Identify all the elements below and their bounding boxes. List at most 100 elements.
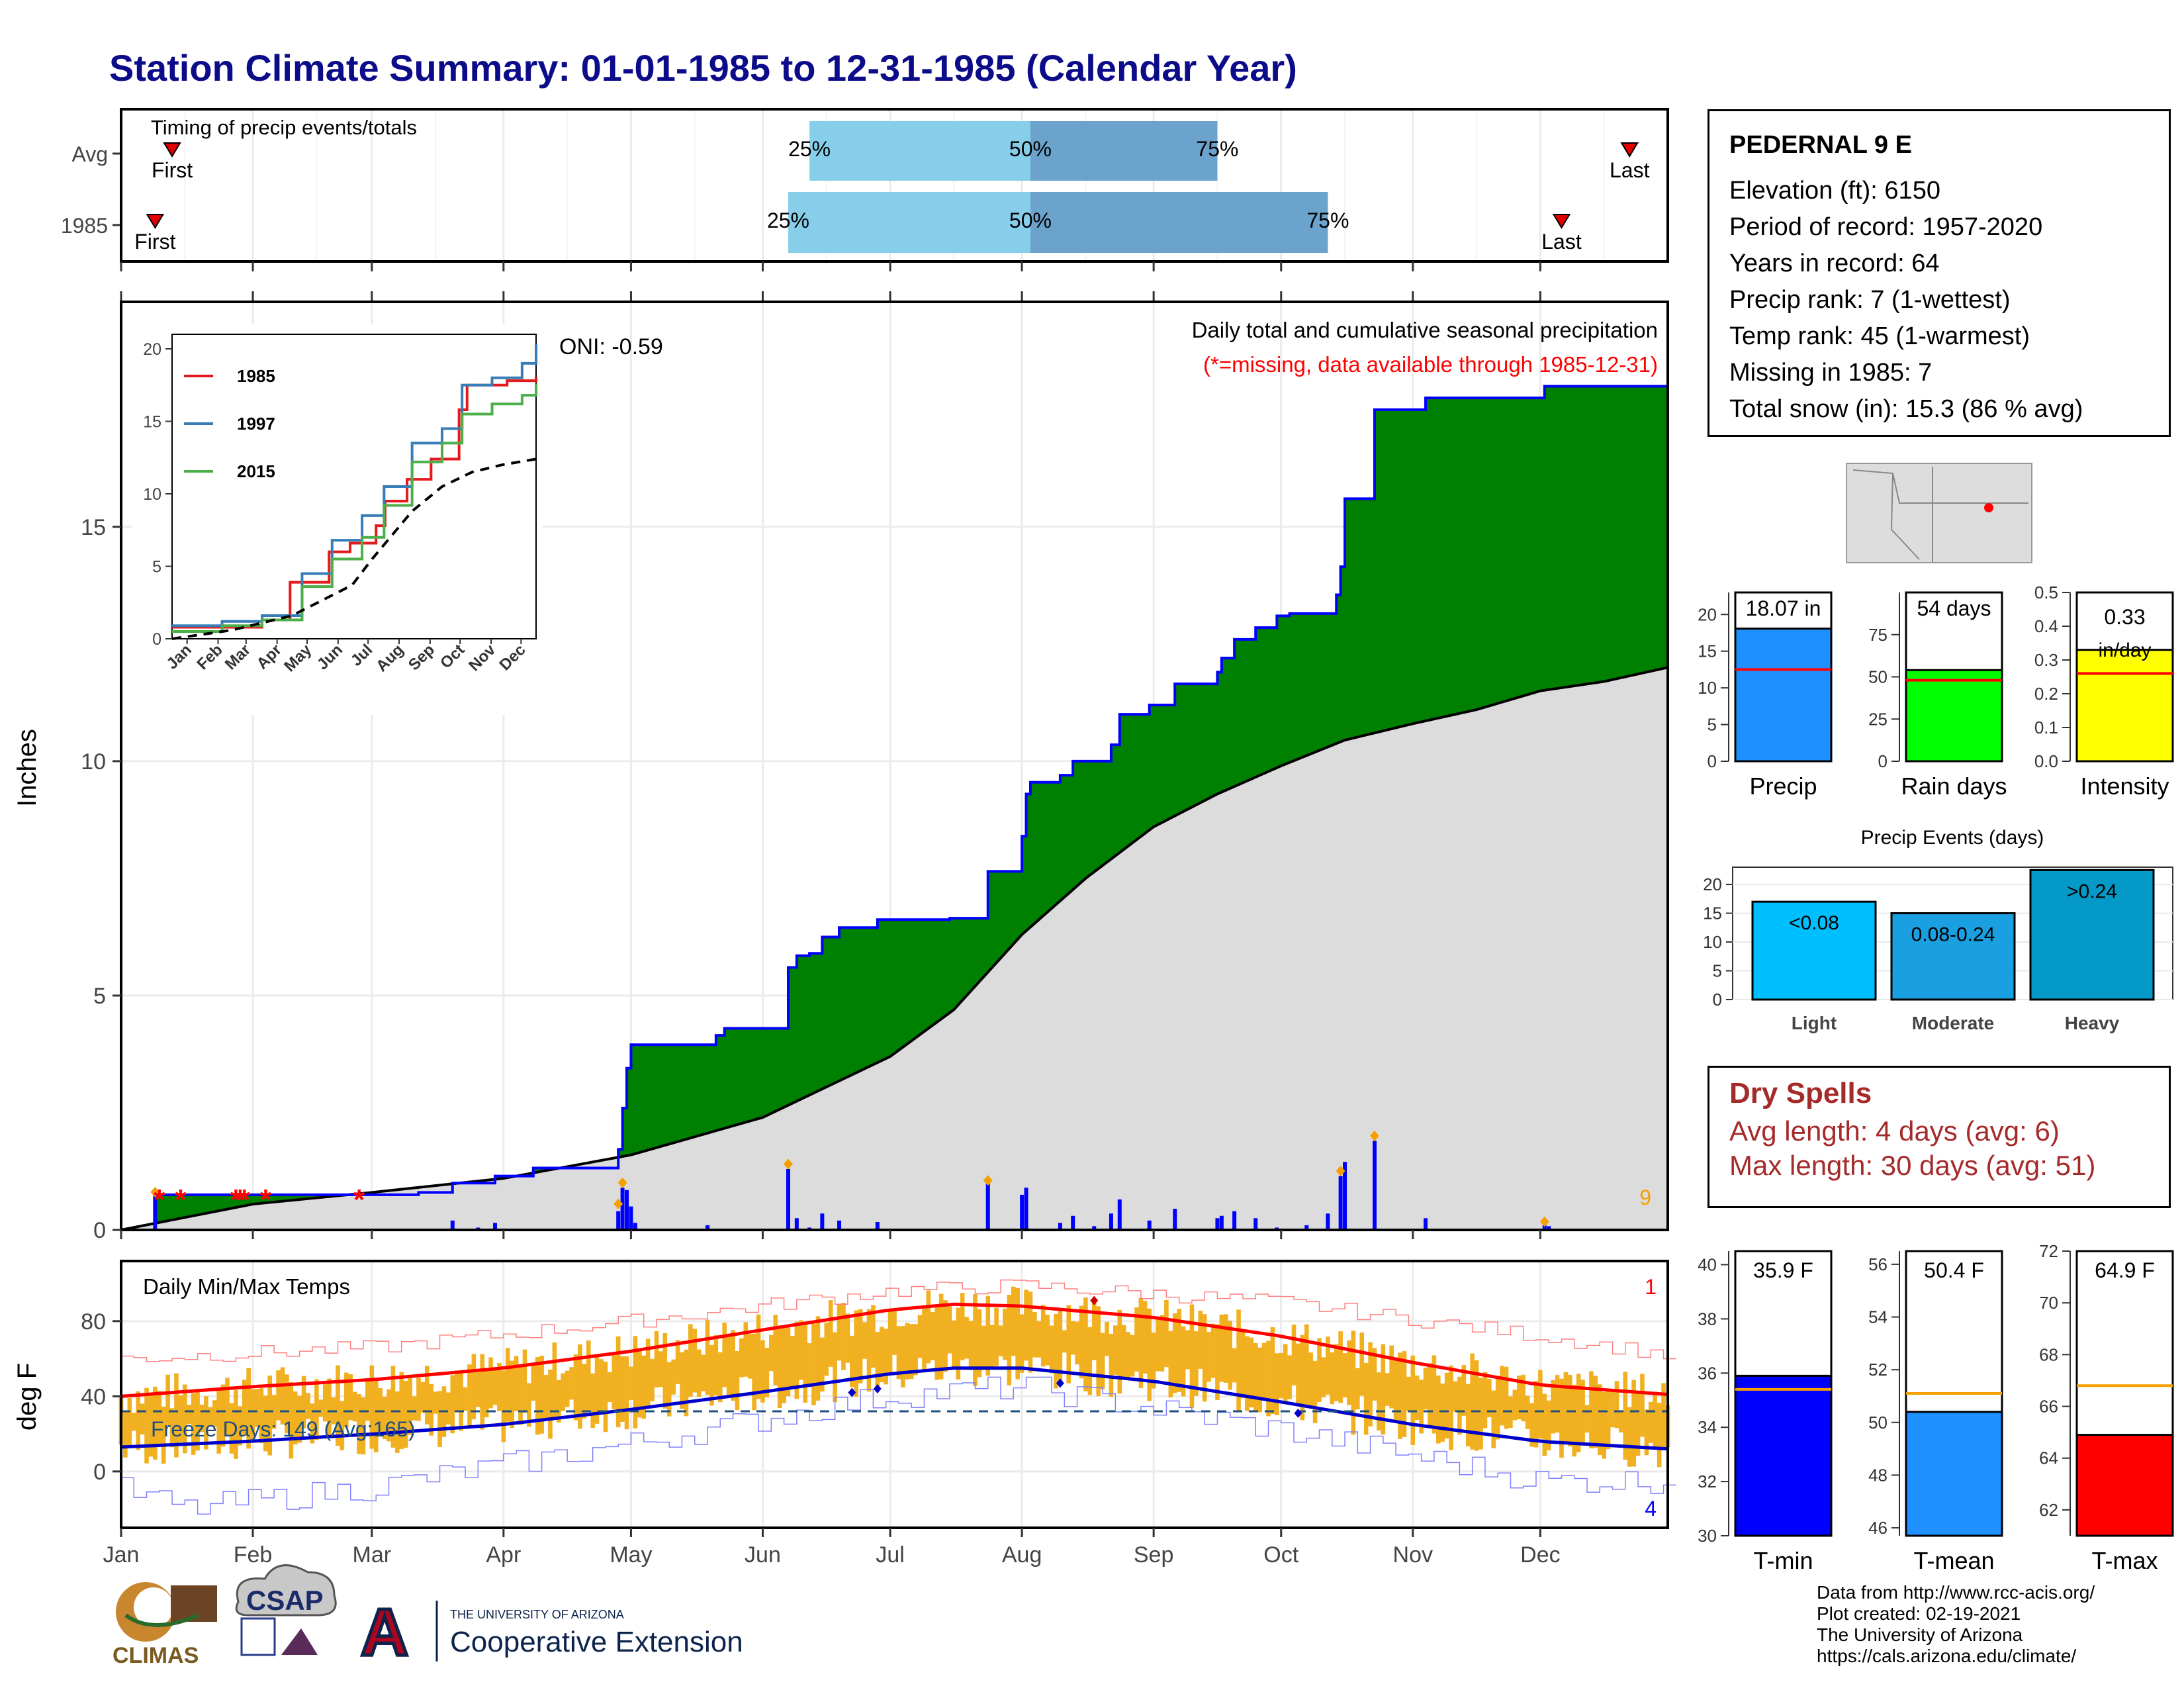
daily-temp-bar [1142,1301,1148,1374]
daily-temp-bar [845,1313,850,1363]
daily-precip-bar [616,1211,621,1230]
daily-temp-bar [1007,1294,1012,1385]
daily-temp-bar [1377,1372,1381,1431]
daily-temp-bar [1049,1325,1054,1374]
daily-temp-bar [165,1374,170,1426]
inset-ytick-label: 20 [143,340,161,359]
snow-marker [1539,1216,1549,1227]
daily-temp-bar [484,1370,489,1418]
tmean-ytick-label: 50 [1868,1413,1888,1432]
daily-temp-bar [1257,1347,1262,1413]
daily-temp-bar [1300,1335,1305,1421]
daily-temp-bar [1576,1374,1581,1452]
month-label: May [610,1542,652,1568]
daily-temp-bar [148,1394,154,1457]
daily-temp-bar [1045,1315,1050,1366]
daily-temp-bar [1210,1323,1216,1378]
daily-temp-bar [322,1384,328,1422]
tmax-ytick-label: 70 [2039,1293,2058,1313]
daily-temp-bar [348,1374,353,1421]
daily-precip-bar [794,1218,799,1230]
precip-events-bar [1890,912,2016,1001]
temp-ytick-label: 0 [93,1460,106,1485]
daily-temp-bar [208,1407,213,1426]
snow-marker [983,1175,993,1186]
daily-temp-bar [1245,1336,1250,1411]
timing-last-marker [1552,214,1571,229]
credit-line-data: Data from http://www.rcc-acis.org/ [1817,1582,2095,1603]
avg-max-line [120,1302,1668,1398]
daily-temp-bar [191,1393,196,1455]
daily-temp-bar [250,1389,255,1442]
daily-temp-bar [582,1364,587,1419]
daily-temp-bar [938,1293,944,1380]
daily-temp-bar [1661,1383,1666,1449]
daily-temp-bar [1079,1305,1084,1379]
precip-events-bin-label: >0.24 [2067,880,2117,902]
daily-temp-bar [815,1316,821,1401]
timing-q75-label: 75% [1196,137,1238,161]
daily-temp-bar [1398,1352,1402,1439]
daily-temp-bar [1461,1365,1467,1416]
intensity-ytick-label: 0.2 [2034,684,2058,704]
daily-temp-bar [1117,1309,1122,1394]
daily-temp-bar [352,1391,357,1422]
daily-precip-bar [1219,1215,1224,1230]
daily-temp-bar [480,1354,485,1430]
daily-temp-bar [1321,1357,1326,1397]
missing-day-star: * [154,1184,165,1216]
timing-first-label: First [134,230,175,254]
daily-temp-bar [395,1391,400,1453]
daily-temp-bar [934,1307,940,1380]
daily-temp-bar [909,1324,914,1380]
precip-events-title: Precip Events (days) [1861,827,2044,849]
station-info-box: PEDERNAL 9 E Elevation (ft): 6150 Period… [1707,109,2171,437]
cumulative-1985-line [121,383,1669,1231]
month-label: Jul [876,1542,904,1568]
daily-temp-bar [1491,1390,1496,1448]
daily-precip-bar [620,1188,625,1230]
daily-temp-bar [1474,1360,1479,1451]
daily-temp-bar [1627,1407,1632,1467]
daily-precip-bar [1147,1220,1152,1230]
inset-ytick-label: 15 [143,413,161,432]
daily-temp-bar [1516,1376,1522,1420]
daily-temp-bar [1304,1324,1309,1405]
missing-day-star: * [239,1184,251,1216]
daily-temp-bar [220,1384,226,1447]
daily-temp-bar [709,1344,714,1406]
daily-temp-bar [310,1403,315,1444]
missing-day-star: * [175,1184,187,1216]
daily-temp-bar [1202,1314,1207,1402]
daily-temp-bar [803,1323,807,1403]
daily-temp-bar [1189,1304,1195,1409]
daily-temp-bar [161,1406,166,1464]
daily-temp-bar [608,1372,612,1402]
daily-temp-bar [1347,1340,1351,1405]
daily-temp-bar [1623,1372,1628,1460]
daily-temp-bar [659,1351,663,1387]
daily-temp-bar [373,1380,379,1453]
precip-frame [120,301,1669,1231]
ua-big-text: Cooperative Extension [450,1626,743,1658]
daily-temp-bar [459,1370,463,1431]
daily-temp-bar [199,1404,205,1432]
csap-logo: CSAP [235,1564,337,1656]
dry-spells-title: Dry Spells [1729,1077,1872,1109]
daily-temp-bar [1261,1342,1267,1400]
daily-temp-bar [531,1365,536,1401]
daily-temp-bar [1419,1380,1424,1434]
daily-temp-bar [556,1380,561,1423]
daily-temp-bar [1330,1352,1335,1405]
daily-temp-bar [1083,1297,1088,1391]
daily-temp-bar [467,1364,472,1427]
daily-temp-bar [267,1376,273,1456]
daily-temp-bar [1275,1353,1279,1415]
tmin-ytick-label: 34 [1698,1417,1717,1437]
daily-temp-bar [1619,1410,1623,1432]
dry-spells-avg: Avg length: 4 days (avg: 6) [1729,1115,2060,1147]
daily-temp-bar [692,1329,698,1393]
daily-temp-bar [858,1309,863,1383]
